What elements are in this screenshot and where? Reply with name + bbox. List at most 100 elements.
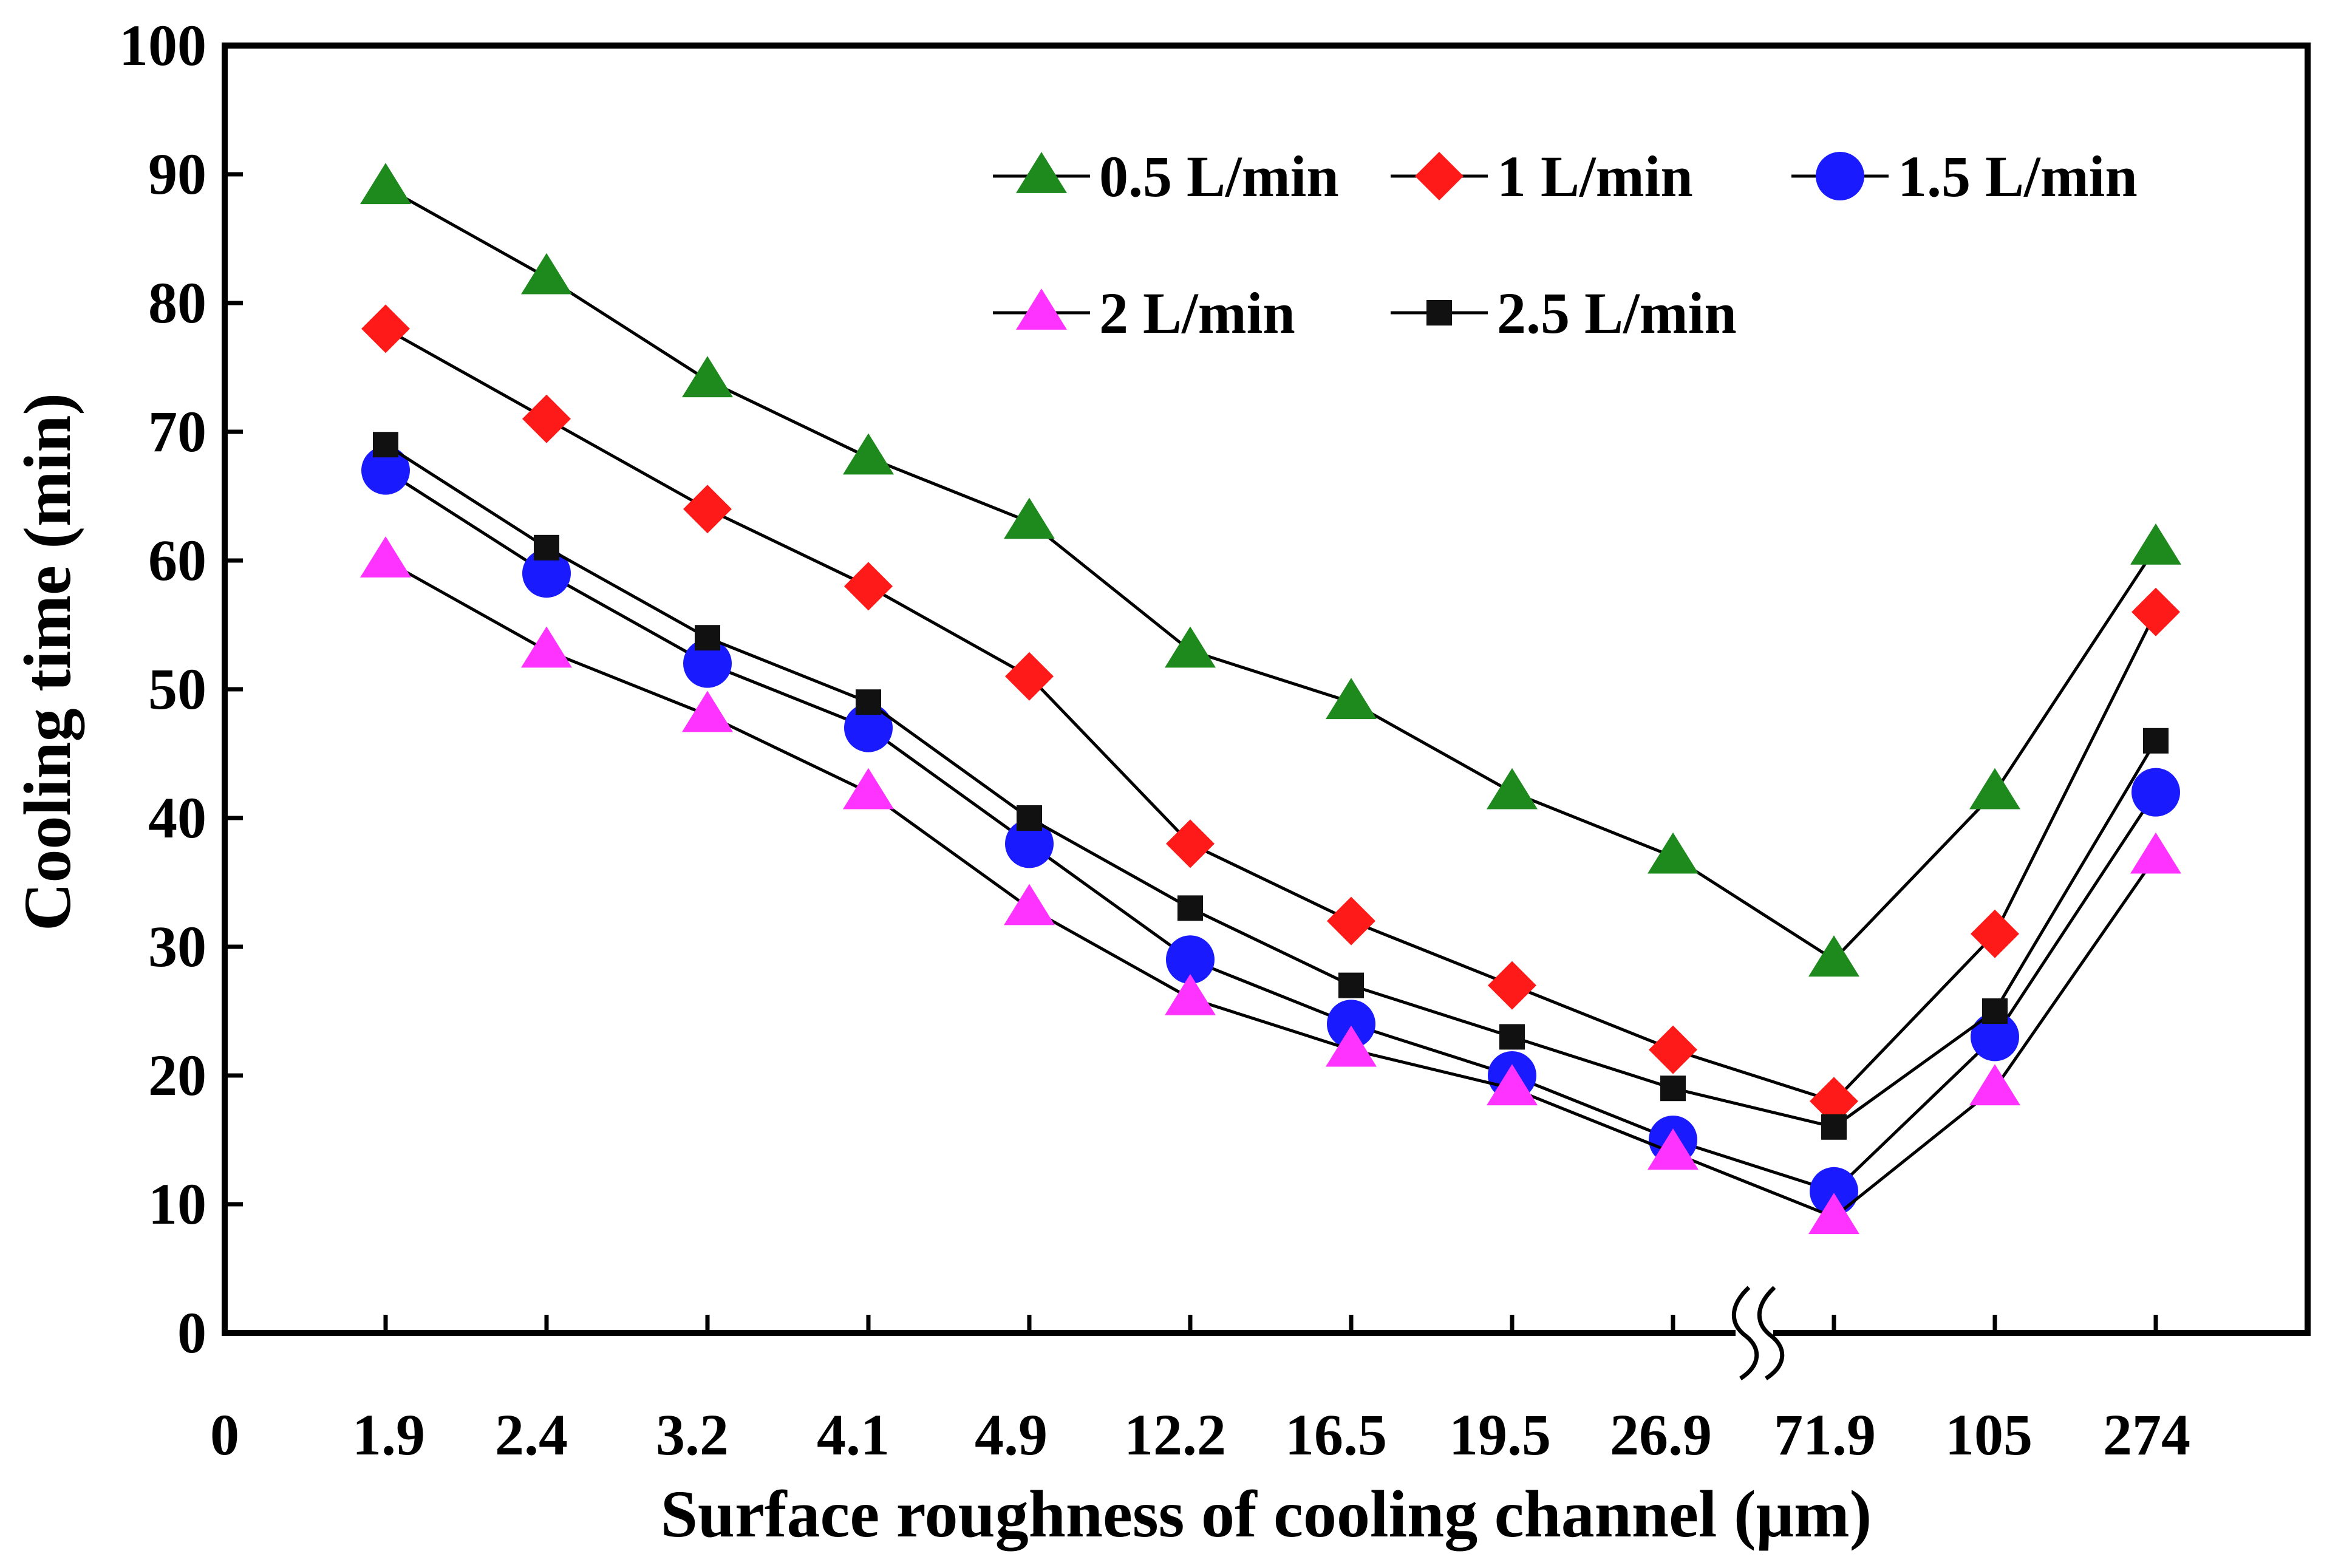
y-tick-label: 20	[148, 1043, 206, 1108]
marker-diamond	[1649, 1025, 1697, 1074]
legend-entry: 2 L/min	[993, 281, 1295, 346]
marker-triangle	[360, 163, 411, 205]
marker-diamond	[683, 485, 732, 534]
x-tick-label: 4.1	[817, 1402, 890, 1467]
marker-triangle	[521, 253, 572, 295]
marker-triangle	[843, 768, 894, 810]
series-line	[384, 559, 2158, 1219]
marker-diamond	[2131, 587, 2180, 636]
x-axis-title: Surface roughness of cooling channel (μm…	[661, 1477, 1872, 1551]
marker-square	[1177, 895, 1203, 921]
marker-triangle	[682, 356, 733, 398]
marker-square	[1017, 805, 1042, 831]
marker-square	[1499, 1024, 1525, 1050]
y-tick-label: 70	[148, 399, 206, 464]
legend-entry: 1.5 L/min	[1791, 144, 2138, 209]
x-tick-label: 105	[1945, 1402, 2033, 1467]
axes: 0 10 20 30 40 50 60 70 80 90 100 0 1.9 2.4 3.2 4.1 4.9 12…	[119, 13, 2311, 1467]
marker-triangle	[1487, 1064, 1538, 1106]
marker-triangle	[1487, 768, 1538, 810]
x-tick-label: 3.2	[656, 1402, 729, 1467]
marker-diamond	[1810, 1077, 1858, 1126]
marker-square	[534, 534, 559, 561]
legend-label: 1.5 L/min	[1898, 144, 2138, 209]
marker-diamond	[1166, 819, 1215, 868]
x-tick-label: 0	[210, 1402, 239, 1467]
x-tick-label: 71.9	[1774, 1402, 1876, 1467]
marker-triangle	[2130, 832, 2181, 874]
marker-circle	[2131, 768, 2180, 817]
marker-triangle	[682, 690, 733, 732]
legend-label: 2.5 L/min	[1497, 281, 1737, 346]
marker-square	[1426, 300, 1452, 326]
x-tick-label: 19.5	[1449, 1402, 1551, 1467]
legend-entry: 2.5 L/min	[1391, 281, 1737, 346]
marker-triangle	[1808, 935, 1859, 977]
marker-triangle	[1004, 884, 1055, 925]
x-tick-label: 2.4	[495, 1402, 568, 1467]
marker-triangle	[1648, 832, 1699, 874]
x-tick-label: 12.2	[1124, 1402, 1226, 1467]
series-2-l-min	[360, 536, 2181, 1235]
series-group	[360, 163, 2181, 1235]
series-line	[384, 186, 2158, 962]
y-tick-label: 80	[148, 270, 206, 335]
axis-break-left-curve	[1731, 1286, 1759, 1380]
marker-circle	[1166, 935, 1215, 984]
marker-circle	[1005, 819, 1054, 868]
marker-square	[373, 432, 398, 458]
marker-square	[856, 689, 881, 715]
marker-triangle	[1969, 1064, 2020, 1106]
axis-break-right-curve	[1757, 1286, 1785, 1380]
marker-square	[2143, 728, 2169, 754]
series-0-5-l-min	[360, 163, 2181, 977]
marker-diamond	[361, 304, 410, 353]
marker-triangle	[2130, 523, 2181, 565]
marker-circle	[1971, 1012, 2019, 1062]
marker-circle	[361, 446, 410, 495]
marker-square	[1660, 1075, 1686, 1102]
marker-diamond	[1005, 652, 1054, 701]
legend-label: 1 L/min	[1497, 144, 1693, 209]
marker-square	[1982, 998, 2008, 1024]
marker-diamond	[1971, 909, 2019, 958]
y-tick-label: 50	[148, 656, 206, 721]
marker-triangle	[1808, 1193, 1859, 1235]
series-line	[384, 469, 2158, 1193]
marker-triangle	[1165, 626, 1216, 668]
series-line	[384, 327, 2158, 1103]
marker-triangle	[1326, 678, 1377, 720]
marker-diamond	[522, 394, 571, 443]
x-tick-label: 4.9	[975, 1402, 1048, 1467]
y-tick-label: 90	[148, 141, 206, 206]
marker-triangle	[1004, 497, 1055, 539]
marker-triangle	[1016, 152, 1067, 193]
y-tick-label: 10	[148, 1171, 206, 1236]
marker-diamond	[1488, 961, 1536, 1010]
marker-circle	[522, 549, 571, 598]
marker-diamond	[1415, 152, 1464, 200]
marker-diamond	[1327, 896, 1375, 946]
y-axis-title: Cooling time (min)	[10, 393, 84, 931]
y-tick-label: 40	[148, 785, 206, 850]
marker-square	[1821, 1114, 1847, 1140]
y-tick-label: 30	[148, 914, 206, 979]
marker-triangle	[521, 626, 572, 668]
x-tick-label: 26.9	[1610, 1402, 1712, 1467]
y-tick-label: 100	[119, 13, 206, 78]
marker-triangle	[1016, 288, 1067, 330]
series-2-5-l-min	[373, 432, 2169, 1140]
y-tick-label: 0	[177, 1300, 206, 1365]
series-1-l-min	[361, 304, 2180, 1126]
x-tick-label: 1.9	[352, 1402, 425, 1467]
marker-diamond	[844, 562, 893, 611]
marker-triangle	[1648, 1128, 1699, 1170]
series-line	[384, 443, 2158, 1129]
marker-triangle	[1326, 1025, 1377, 1067]
marker-triangle	[1969, 768, 2020, 810]
marker-circle	[683, 639, 732, 688]
legend: 0.5 L/min 1 L/min 1.5 L/min 2 L/min 2.5 L/mi…	[993, 144, 2138, 346]
marker-triangle	[360, 536, 411, 578]
